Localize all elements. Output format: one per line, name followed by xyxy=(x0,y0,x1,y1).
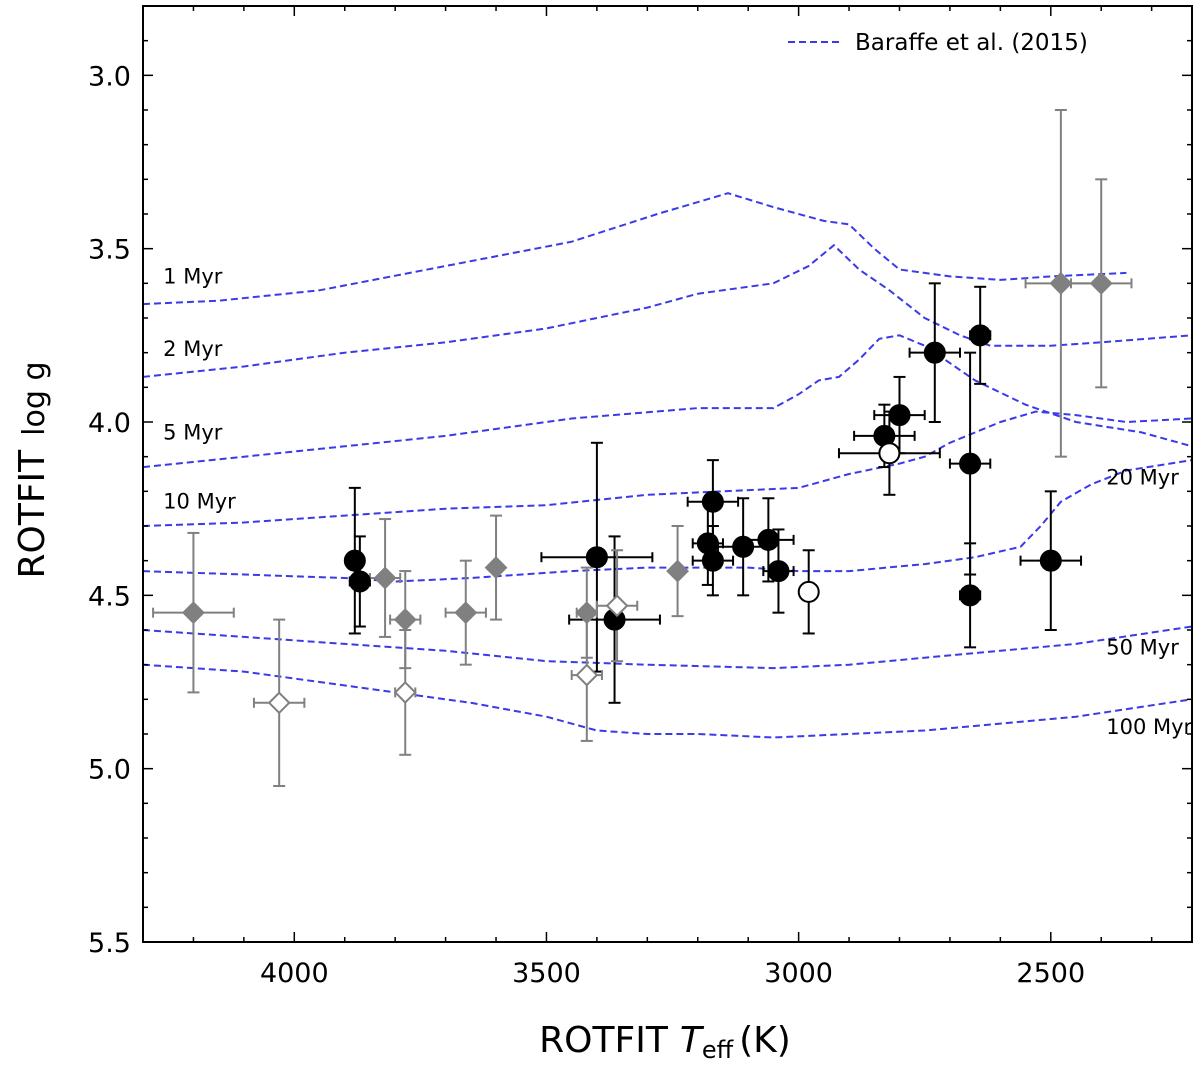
isochrone-label-100-myr: 100 Myr xyxy=(1106,715,1192,739)
isochrone-label-5-myr: 5 Myr xyxy=(163,420,223,444)
data-point-black-filled-circles xyxy=(701,549,724,572)
axis-layer: 3.0 3.5 4.0 4.5 5.0 5.5 4000 3500 3000 2500 xyxy=(88,5,1193,989)
data-point-black-filled-circles xyxy=(923,341,946,364)
y-tick-label: 4.0 xyxy=(88,408,131,439)
data-point-gray-open-diamonds xyxy=(267,691,291,715)
legend-label: Baraffe et al. (2015) xyxy=(855,30,1088,56)
data-point-gray-filled-diamonds xyxy=(1089,271,1113,295)
data-point-gray-filled-diamonds xyxy=(373,566,397,590)
y-axis-title-symbol: log g xyxy=(17,362,52,436)
isochrone-line-50-myr xyxy=(143,625,1192,670)
y-tick-label: 5.0 xyxy=(88,755,131,786)
data-point-gray-open-diamonds xyxy=(575,663,599,687)
legend: Baraffe et al. (2015) xyxy=(788,30,1088,56)
isochrone-line-1-myr xyxy=(143,192,1127,306)
isochrone-line-2-myr xyxy=(143,243,1192,378)
y-tick-label: 3.5 xyxy=(88,235,131,266)
isochrone-line-20-myr xyxy=(143,459,1192,583)
data-point-gray-open-diamonds xyxy=(393,680,417,704)
x-axis-title-main: ROTFIT xyxy=(539,1020,669,1061)
isochrone-layer xyxy=(143,192,1192,739)
isochrone-line-100-myr xyxy=(143,663,1192,739)
data-point-black-filled-circles xyxy=(757,528,780,551)
y-axis-title-main: ROTFIT xyxy=(12,449,53,579)
data-point-black-open-circles xyxy=(878,442,901,465)
x-tick-label: 3500 xyxy=(512,958,581,989)
data-point-gray-filled-diamonds xyxy=(393,608,417,632)
y-tick-label: 3.0 xyxy=(88,61,131,92)
x-tick-label: 3000 xyxy=(764,958,833,989)
data-point-black-open-circles xyxy=(797,580,820,603)
isochrone-label-50-myr: 50 Myr xyxy=(1106,635,1179,659)
x-tick-label: 2500 xyxy=(1016,958,1085,989)
y-axis-title-group: ROTFIT log g xyxy=(12,362,53,579)
isochrone-label-1-myr: 1 Myr xyxy=(163,264,223,288)
data-point-gray-filled-diamonds xyxy=(454,601,478,625)
isochrone-label-20-myr: 20 Myr xyxy=(1106,465,1179,489)
isochrone-label-10-myr: 10 Myr xyxy=(163,490,236,514)
data-point-black-filled-circles xyxy=(343,549,366,572)
isochrone-label-2-myr: 2 Myr xyxy=(163,337,223,361)
data-point-black-filled-circles xyxy=(959,584,982,607)
y-tick-label: 4.5 xyxy=(88,581,131,612)
data-point-black-filled-circles xyxy=(1039,549,1062,572)
data-point-gray-filled-diamonds xyxy=(575,601,599,625)
data-point-black-filled-circles xyxy=(701,490,724,513)
data-point-gray-open-diamonds xyxy=(605,594,629,618)
data-point-black-filled-circles xyxy=(959,452,982,475)
data-point-black-filled-circles xyxy=(969,324,992,347)
data-point-gray-filled-diamonds xyxy=(1049,271,1073,295)
data-point-gray-filled-diamonds xyxy=(666,559,690,583)
isochrone-line-10-myr xyxy=(143,410,1192,527)
marker-layer xyxy=(182,271,1113,715)
data-point-black-filled-circles xyxy=(767,560,790,583)
data-point-black-filled-circles xyxy=(348,570,371,593)
data-point-black-filled-circles xyxy=(585,546,608,569)
data-point-black-filled-circles xyxy=(732,535,755,558)
data-point-gray-filled-diamonds xyxy=(484,556,508,580)
data-point-black-filled-circles xyxy=(888,404,911,427)
data-point-gray-filled-diamonds xyxy=(182,601,205,625)
y-axis-title: ROTFIT log g xyxy=(12,362,53,579)
errorbar-layer xyxy=(152,109,1133,787)
y-tick-label: 5.5 xyxy=(88,928,131,959)
x-axis-title: ROTFIT Teff (K) xyxy=(539,1020,791,1064)
plot-frame xyxy=(142,5,1193,943)
label-layer: 1 Myr 2 Myr 5 Myr 10 Myr 20 Myr 50 Myr 100 Myr xyxy=(163,264,1192,739)
x-tick-label: 4000 xyxy=(260,958,329,989)
x-axis-title-unit: (K) xyxy=(739,1020,791,1061)
x-axis-title-symbol: T xyxy=(680,1020,705,1061)
x-axis-title-subscript: eff xyxy=(702,1036,734,1064)
isochrone-line-5-myr xyxy=(143,334,1192,469)
